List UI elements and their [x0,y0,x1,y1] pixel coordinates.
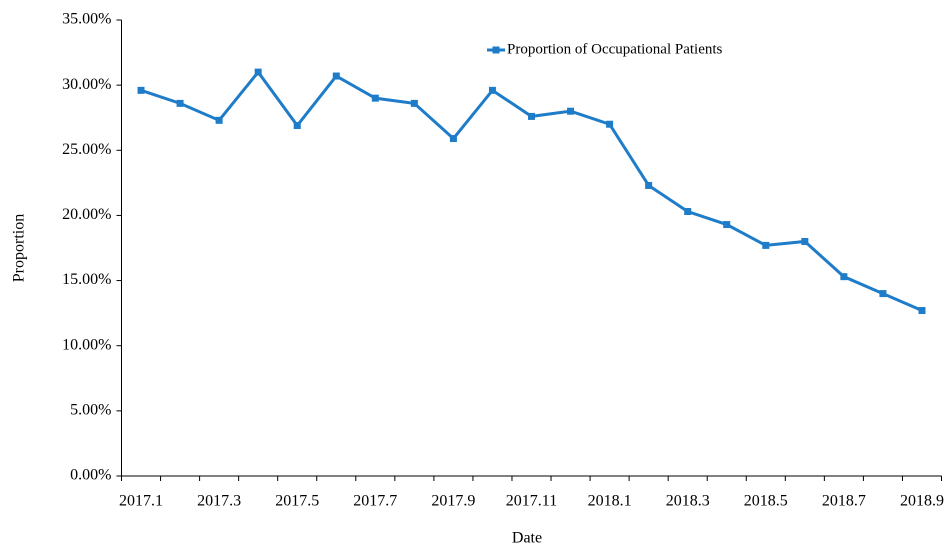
point-marker [918,307,926,315]
y-tick-label: 35.00% [62,11,111,28]
x-tick-label: 2017.5 [275,493,319,510]
x-tick-label: 2017.9 [431,493,475,510]
x-tick-label: 2018.1 [588,493,632,510]
y-axis-label: Proportion [11,214,28,282]
point-marker [567,107,575,115]
y-tick-label: 25.00% [62,141,111,158]
x-tick-label: 2017.7 [353,493,397,510]
legend-marker [492,46,500,54]
x-tick-label: 2018.7 [822,493,866,510]
point-marker [293,122,301,130]
point-marker [332,72,340,80]
x-tick-label: 2018.5 [744,493,788,510]
x-tick-label: 2018.9 [900,493,944,510]
x-tick-label: 2017.3 [197,493,241,510]
point-marker [215,116,223,124]
y-tick-label: 15.00% [62,271,111,288]
point-marker [606,120,614,128]
point-marker [371,94,379,102]
y-tick-label: 0.00% [70,467,111,484]
y-tick-label: 30.00% [62,76,111,93]
x-tick-label: 2017.1 [119,493,163,510]
point-marker [410,99,418,107]
point-marker [879,290,887,298]
point-marker [137,86,145,94]
point-marker [684,208,692,216]
point-marker [488,86,496,94]
point-marker [762,241,770,249]
x-tick-label: 2017.11 [506,493,557,510]
point-marker [723,221,731,229]
point-marker [801,237,809,245]
point-marker [449,135,457,143]
point-marker [645,181,653,189]
series-line [140,69,923,312]
point-marker [254,68,262,76]
y-tick-label: 5.00% [70,402,111,419]
point-marker [176,99,184,107]
y-tick-label: 20.00% [62,206,111,223]
x-axis-label: Date [512,530,542,547]
x-tick-label: 2018.3 [666,493,710,510]
y-tick-label: 10.00% [62,336,111,353]
legend-label: Proportion of Occupational Patients [507,41,723,57]
point-marker [528,112,535,120]
point-marker [840,273,848,281]
